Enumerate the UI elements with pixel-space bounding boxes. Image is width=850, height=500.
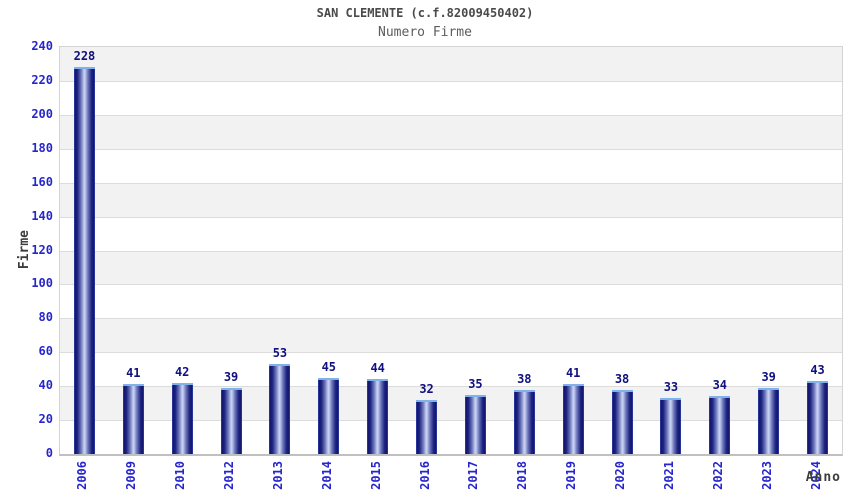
y-tick-label: 220 xyxy=(31,72,53,87)
bar-value-label: 39 xyxy=(223,369,239,384)
x-tick-label: 2021 xyxy=(661,461,676,490)
x-tick-label: 2016 xyxy=(417,461,432,490)
bar xyxy=(709,396,731,454)
bar xyxy=(513,389,535,454)
bar-value-label: 38 xyxy=(517,371,532,386)
x-tick-label: 2023 xyxy=(759,461,774,490)
plot-band xyxy=(60,182,842,217)
plot-band xyxy=(60,148,842,183)
x-tick-label: 2010 xyxy=(173,461,188,490)
x-axis: 2006 2009 2010 2012 2013 2014 2015 2016 2017 2018… xyxy=(59,459,841,499)
gridline xyxy=(60,284,842,286)
bar xyxy=(220,387,242,454)
x-tick-label: 2019 xyxy=(564,461,579,490)
plot-band xyxy=(60,216,842,251)
bar-value-label: 34 xyxy=(712,378,728,393)
bar xyxy=(73,67,95,454)
plot-band xyxy=(60,352,842,387)
gridline xyxy=(60,148,842,150)
plot-band xyxy=(60,47,842,81)
bar xyxy=(367,379,389,454)
y-tick-label: 0 xyxy=(45,446,53,460)
x-tick-label: 2020 xyxy=(613,461,628,490)
bar-value-label: 43 xyxy=(810,363,825,378)
x-tick-label: 2013 xyxy=(270,461,285,490)
y-tick-label: 120 xyxy=(31,242,53,257)
y-tick-label: 20 xyxy=(38,412,53,427)
bar xyxy=(171,382,193,454)
chart-subtitle: Numero Firme xyxy=(378,25,472,40)
bar xyxy=(611,389,633,454)
gridline xyxy=(60,352,842,354)
bar-value-label: 41 xyxy=(126,366,141,381)
bar-value-label: 39 xyxy=(761,369,776,384)
y-tick-label: 40 xyxy=(38,378,53,393)
bar-value-label: 228 xyxy=(73,49,96,64)
y-axis: 0 20 40 60 80 100 120 140 160 180 200 220 240 xyxy=(0,39,55,460)
bar-value-label: 33 xyxy=(663,380,679,395)
bar xyxy=(269,364,291,454)
x-tick-label: 2006 xyxy=(75,461,90,490)
y-tick-label: 80 xyxy=(38,310,53,325)
x-tick-label: 2009 xyxy=(124,461,139,490)
plot-band xyxy=(60,284,842,319)
plot-band xyxy=(60,80,842,115)
plot-band xyxy=(60,318,842,353)
gridline xyxy=(60,80,842,82)
plot-band xyxy=(60,250,842,285)
bar xyxy=(758,387,780,454)
gridline xyxy=(60,114,842,116)
y-tick-label: 100 xyxy=(31,276,53,291)
gridline xyxy=(60,250,842,252)
plot-band xyxy=(60,114,842,149)
bar-value-label: 32 xyxy=(419,381,434,396)
y-tick-label: 200 xyxy=(31,106,53,121)
bar-value-label: 45 xyxy=(321,359,337,374)
y-tick-label: 240 xyxy=(31,39,53,53)
gridline xyxy=(60,182,842,184)
bar xyxy=(416,399,438,454)
x-tick-label: 2022 xyxy=(710,461,725,490)
gridline xyxy=(60,318,842,320)
bar xyxy=(318,377,340,454)
bar-value-label: 35 xyxy=(468,376,483,391)
gridline xyxy=(60,386,842,388)
x-tick-label: 2018 xyxy=(515,461,530,490)
bar xyxy=(562,384,584,454)
bar xyxy=(122,384,144,454)
bar-value-label: 44 xyxy=(370,361,385,376)
chart-title: SAN CLEMENTE (c.f.82009450402) xyxy=(316,6,534,20)
plot-area: 228 41 42 39 53 45 44 32 35 38 41 38 33 34 39 43 xyxy=(59,46,843,456)
gridline xyxy=(60,216,842,218)
y-tick-label: 160 xyxy=(31,174,53,189)
bar-value-label: 41 xyxy=(565,366,581,381)
bar xyxy=(660,398,682,454)
y-axis-title: Firme xyxy=(17,230,32,270)
bar xyxy=(807,381,829,454)
x-axis-title: Anno xyxy=(805,470,841,485)
y-tick-label: 180 xyxy=(31,140,53,155)
x-tick-label: 2014 xyxy=(319,461,334,490)
bar xyxy=(464,394,486,454)
x-tick-label: 2015 xyxy=(368,461,383,490)
x-tick-label: 2017 xyxy=(466,461,481,490)
bar-value-label: 53 xyxy=(272,346,288,361)
x-tick-label: 2012 xyxy=(222,461,237,490)
gridline xyxy=(60,420,842,422)
y-tick-label: 60 xyxy=(38,344,53,359)
y-tick-label: 140 xyxy=(31,208,53,223)
bar-value-label: 42 xyxy=(174,364,190,379)
bar-value-label: 38 xyxy=(614,371,630,386)
